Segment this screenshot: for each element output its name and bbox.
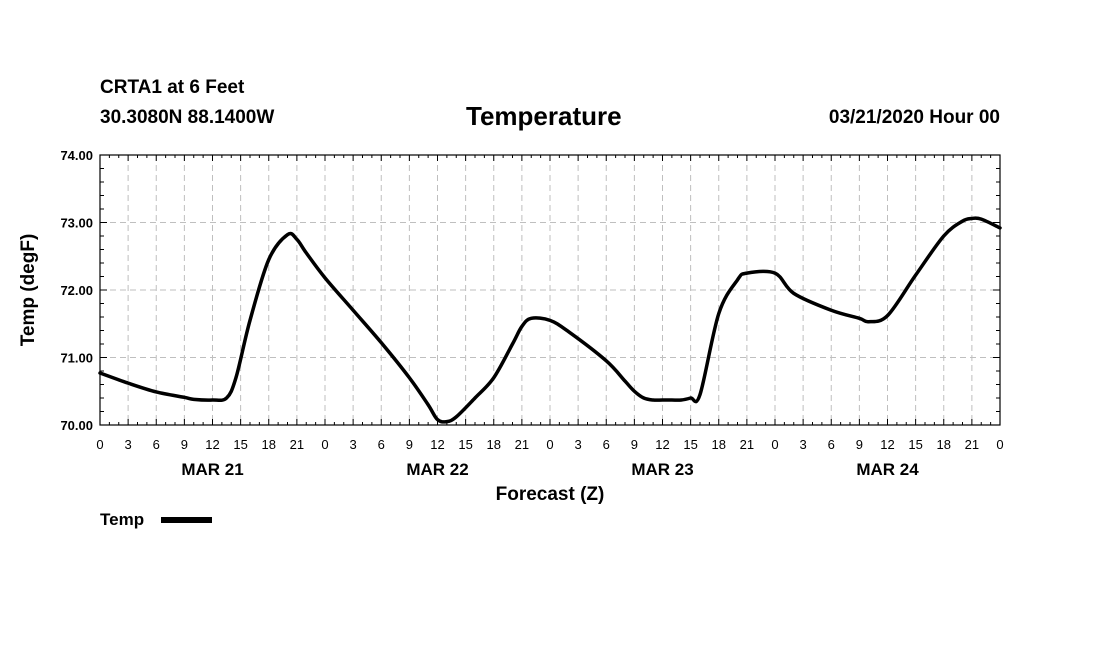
x-tick-label: 18 — [487, 437, 501, 452]
x-tick-label: 15 — [683, 437, 697, 452]
x-tick-label: 3 — [125, 437, 132, 452]
y-axis-label: Temp (degF) — [18, 234, 39, 347]
plot-frame — [99, 154, 1001, 426]
x-tick-label: 9 — [406, 437, 413, 452]
x-tick-label: 9 — [856, 437, 863, 452]
temp-series-line — [98, 216, 1002, 424]
x-tick-label: 3 — [350, 437, 357, 452]
day-label: MAR 22 — [406, 460, 468, 479]
x-tick-label: 21 — [965, 437, 979, 452]
day-label: MAR 24 — [856, 460, 919, 479]
x-tick-label: 15 — [908, 437, 922, 452]
x-tick-label: 6 — [378, 437, 385, 452]
x-tick-label: 18 — [937, 437, 951, 452]
x-tick-label: 0 — [996, 437, 1003, 452]
x-tick-label: 18 — [262, 437, 276, 452]
day-label: MAR 23 — [631, 460, 693, 479]
x-tick-label: 12 — [205, 437, 219, 452]
station-coordinates: 30.3080N 88.1400W — [100, 107, 275, 128]
y-tick-label: 72.00 — [60, 283, 93, 298]
forecast-date: 03/21/2020 Hour 00 — [828, 107, 1000, 128]
x-tick-label: 0 — [546, 437, 553, 452]
x-tick-label: 21 — [290, 437, 304, 452]
station-label: CRTA1 at 6 Feet — [100, 77, 245, 98]
x-tick-label: 6 — [153, 437, 160, 452]
x-axis-label: Forecast (Z) — [496, 484, 605, 505]
y-tick-label: 70.00 — [60, 418, 93, 433]
x-tick-label: 15 — [233, 437, 247, 452]
x-tick-label: 0 — [96, 437, 103, 452]
x-tick-label: 18 — [712, 437, 726, 452]
x-tick-label: 12 — [655, 437, 669, 452]
x-tick-label: 3 — [575, 437, 582, 452]
x-tick-label: 3 — [800, 437, 807, 452]
x-tick-label: 21 — [740, 437, 754, 452]
x-axis-day-labels: MAR 21 MAR 22 MAR 23 MAR 24 — [181, 460, 919, 479]
chart-title: Temperature — [466, 101, 622, 131]
grid-lines — [100, 155, 1000, 425]
x-tick-label: 15 — [458, 437, 472, 452]
y-tick-label: 73.00 — [60, 216, 93, 231]
y-tick-label: 71.00 — [60, 351, 93, 366]
legend-label: Temp — [100, 510, 144, 529]
x-tick-label: 9 — [631, 437, 638, 452]
x-tick-label: 9 — [181, 437, 188, 452]
x-tick-label: 12 — [430, 437, 444, 452]
x-tick-label: 0 — [321, 437, 328, 452]
y-axis-ticks: 70.00 71.00 72.00 73.00 74.00 — [60, 148, 1000, 433]
y-tick-label: 74.00 — [60, 148, 93, 163]
x-tick-label: 21 — [515, 437, 529, 452]
x-tick-label: 12 — [880, 437, 894, 452]
day-label: MAR 21 — [181, 460, 243, 479]
x-tick-label: 6 — [603, 437, 610, 452]
x-tick-label: 6 — [828, 437, 835, 452]
x-tick-label: 0 — [771, 437, 778, 452]
